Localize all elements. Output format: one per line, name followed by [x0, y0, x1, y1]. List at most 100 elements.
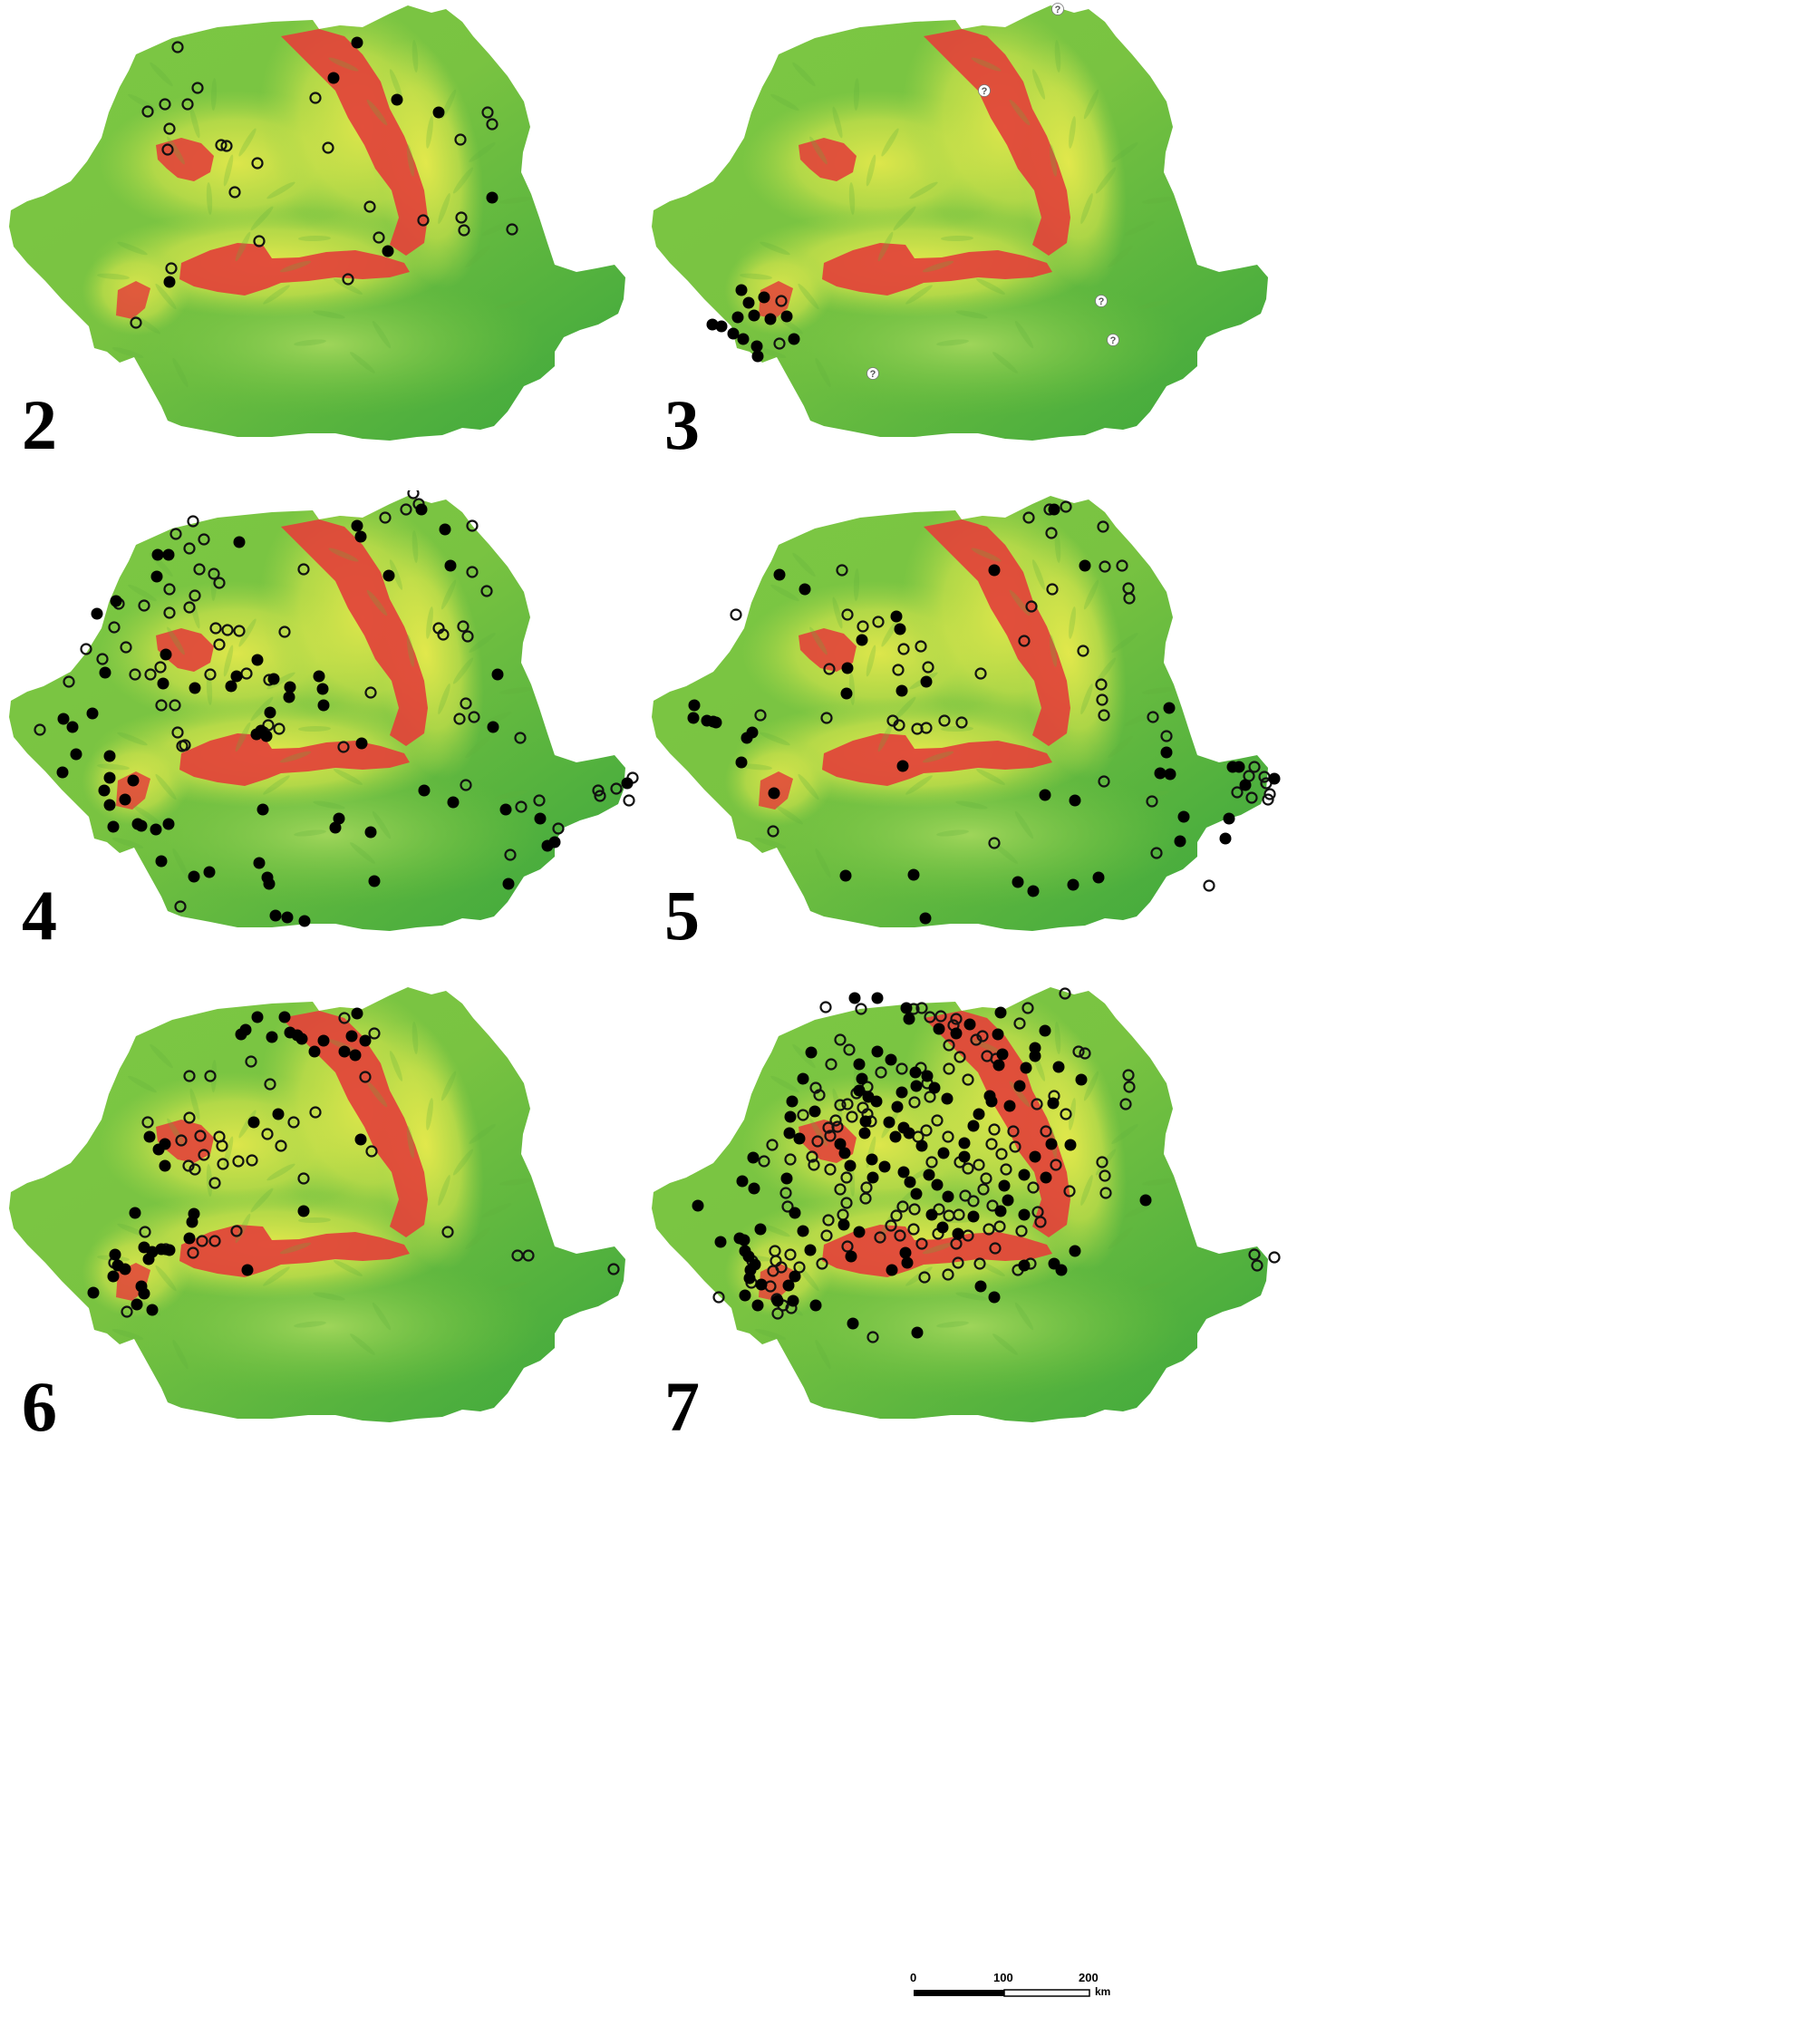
- open-circle-marker: [189, 1163, 201, 1176]
- open-circle-marker: [955, 716, 968, 729]
- filled-circle-marker: [131, 1298, 143, 1311]
- open-circle-marker: [1268, 1251, 1281, 1264]
- open-circle-marker: [1099, 560, 1111, 573]
- filled-circle-marker: [1064, 1139, 1077, 1151]
- open-circle-marker: [217, 1158, 229, 1170]
- open-circle-marker: [309, 92, 322, 104]
- filled-circle-marker: [848, 992, 861, 1004]
- filled-circle-marker: [735, 756, 748, 769]
- filled-circle-marker: [747, 1151, 760, 1164]
- open-circle-marker: [1116, 559, 1128, 572]
- open-circle-marker: [515, 800, 528, 813]
- open-circle-marker: [466, 566, 479, 578]
- open-circle-marker: [943, 1209, 955, 1222]
- open-circle-marker: [159, 98, 171, 111]
- filled-circle-marker: [896, 760, 909, 772]
- open-circle-marker: [985, 1138, 998, 1150]
- open-circle-marker: [400, 503, 412, 516]
- filled-circle-marker: [1039, 1024, 1051, 1037]
- open-circle-marker: [1123, 592, 1136, 605]
- open-circle-marker: [820, 1229, 833, 1242]
- filled-circle-marker: [230, 670, 243, 683]
- panel-label: 6: [22, 1367, 57, 1446]
- map-panel-6: 6: [0, 982, 910, 1653]
- filled-circle-marker: [103, 750, 116, 762]
- open-circle-marker: [976, 1030, 989, 1042]
- open-circle-marker: [859, 1192, 872, 1205]
- map-panel-7: 7: [643, 982, 1553, 1653]
- open-circle-marker: [63, 675, 75, 688]
- open-circle-marker: [834, 1183, 847, 1196]
- filled-circle-marker: [333, 812, 345, 825]
- open-circle-marker: [141, 105, 154, 118]
- open-circle-marker: [121, 1305, 133, 1318]
- open-circle-marker: [194, 1130, 207, 1142]
- open-circle-marker: [253, 235, 266, 247]
- svg-text:?: ?: [1099, 296, 1105, 307]
- filled-circle-marker: [897, 1166, 910, 1178]
- open-circle-marker: [261, 1128, 274, 1140]
- filled-circle-marker: [859, 1115, 872, 1128]
- open-circle-marker: [309, 1106, 322, 1119]
- filled-circle-marker: [70, 748, 82, 761]
- open-circle-marker: [373, 231, 385, 244]
- open-circle-marker: [962, 1073, 974, 1086]
- open-circle-marker: [967, 1195, 980, 1207]
- open-circle-marker: [454, 133, 467, 146]
- open-circle-marker: [34, 723, 46, 736]
- filled-circle-marker: [160, 648, 172, 661]
- locality-markers: ?????: [706, 3, 1119, 380]
- open-circle-marker: [855, 1003, 867, 1015]
- filled-circle-marker: [755, 1278, 768, 1291]
- filled-circle-marker: [345, 1030, 358, 1042]
- open-circle-marker: [204, 1070, 217, 1082]
- open-circle-marker: [1050, 1159, 1062, 1171]
- filled-circle-marker: [269, 909, 282, 922]
- open-circle-marker: [215, 139, 228, 151]
- filled-circle-marker: [1018, 1169, 1031, 1181]
- filled-circle-marker: [119, 793, 131, 806]
- filled-circle-marker: [1039, 789, 1051, 801]
- filled-circle-marker: [1075, 1073, 1088, 1086]
- locality-markers: [130, 36, 518, 329]
- filled-circle-marker: [1164, 768, 1176, 781]
- filled-circle-marker: [809, 1299, 822, 1312]
- filled-circle-marker: [1163, 702, 1176, 714]
- open-circle-marker: [108, 621, 121, 634]
- filled-circle-marker: [143, 1130, 156, 1143]
- open-circle-marker: [1263, 788, 1276, 800]
- filled-circle-marker: [233, 536, 246, 548]
- open-circle-marker: [1262, 793, 1274, 806]
- locality-markers: [34, 490, 639, 927]
- filled-circle-marker: [797, 1225, 809, 1237]
- filled-circle-marker: [250, 728, 263, 741]
- filled-circle-marker: [768, 787, 780, 800]
- open-circle-marker: [189, 589, 201, 602]
- open-circle-marker: [1031, 1098, 1043, 1110]
- filled-circle-marker: [788, 333, 800, 345]
- filled-circle-marker: [998, 1179, 1011, 1192]
- open-circle-marker: [758, 1155, 770, 1168]
- open-circle-marker: [216, 1139, 228, 1152]
- open-circle-marker: [96, 653, 109, 665]
- open-circle-marker: [980, 1172, 992, 1185]
- filled-circle-marker: [1154, 767, 1167, 780]
- filled-circle-marker: [283, 691, 295, 703]
- open-circle-marker: [504, 848, 517, 861]
- filled-circle-marker: [784, 1110, 797, 1123]
- filled-circle-marker: [748, 309, 760, 322]
- open-circle-marker: [1096, 1156, 1108, 1169]
- open-circle-marker: [1077, 645, 1089, 657]
- open-circle-marker: [993, 1220, 1006, 1233]
- open-circle-marker: [187, 1246, 199, 1259]
- open-circle-marker: [934, 1010, 947, 1023]
- open-circle-marker: [995, 1148, 1008, 1160]
- scale-label-200: 200: [1079, 1971, 1099, 1984]
- open-circle-marker: [766, 1139, 779, 1151]
- open-circle-marker: [163, 606, 176, 619]
- filled-circle-marker: [338, 1045, 351, 1058]
- open-circle-marker: [829, 1114, 842, 1127]
- filled-circle-marker: [967, 1120, 980, 1132]
- open-circle-marker: [822, 1121, 835, 1134]
- open-circle-marker: [1009, 1140, 1021, 1153]
